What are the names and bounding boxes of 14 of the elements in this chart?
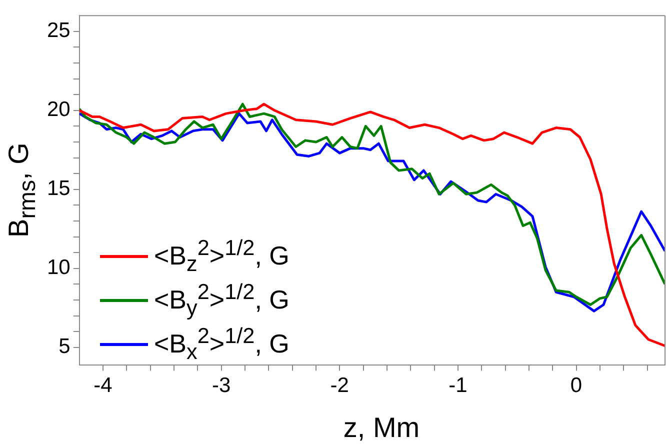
legend-label: <B$_{z}$$^{2}$>$^{1/2}$, G bbox=[154, 235, 290, 276]
x-tick-label: -1 bbox=[448, 374, 468, 398]
x-axis-title: z, Mm bbox=[342, 412, 421, 444]
legend-label: <B$_{x}$$^{2}$>$^{1/2}$, G bbox=[154, 323, 290, 364]
y-tick-label: 15 bbox=[47, 177, 70, 200]
x-tick-label: -4 bbox=[94, 374, 113, 398]
x-tick-label: 0 bbox=[570, 374, 582, 398]
x-tick-label: -3 bbox=[212, 374, 231, 398]
y-tick-label: 25 bbox=[47, 19, 70, 42]
y-tick-label: 20 bbox=[47, 98, 70, 122]
y-tick-label: 10 bbox=[47, 256, 70, 280]
legend-label: <B$_{y}$$^{2}$>$^{1/2}$, G bbox=[154, 279, 290, 320]
x-tick-label: -2 bbox=[330, 374, 349, 398]
y-tick-label: 5 bbox=[58, 335, 70, 358]
